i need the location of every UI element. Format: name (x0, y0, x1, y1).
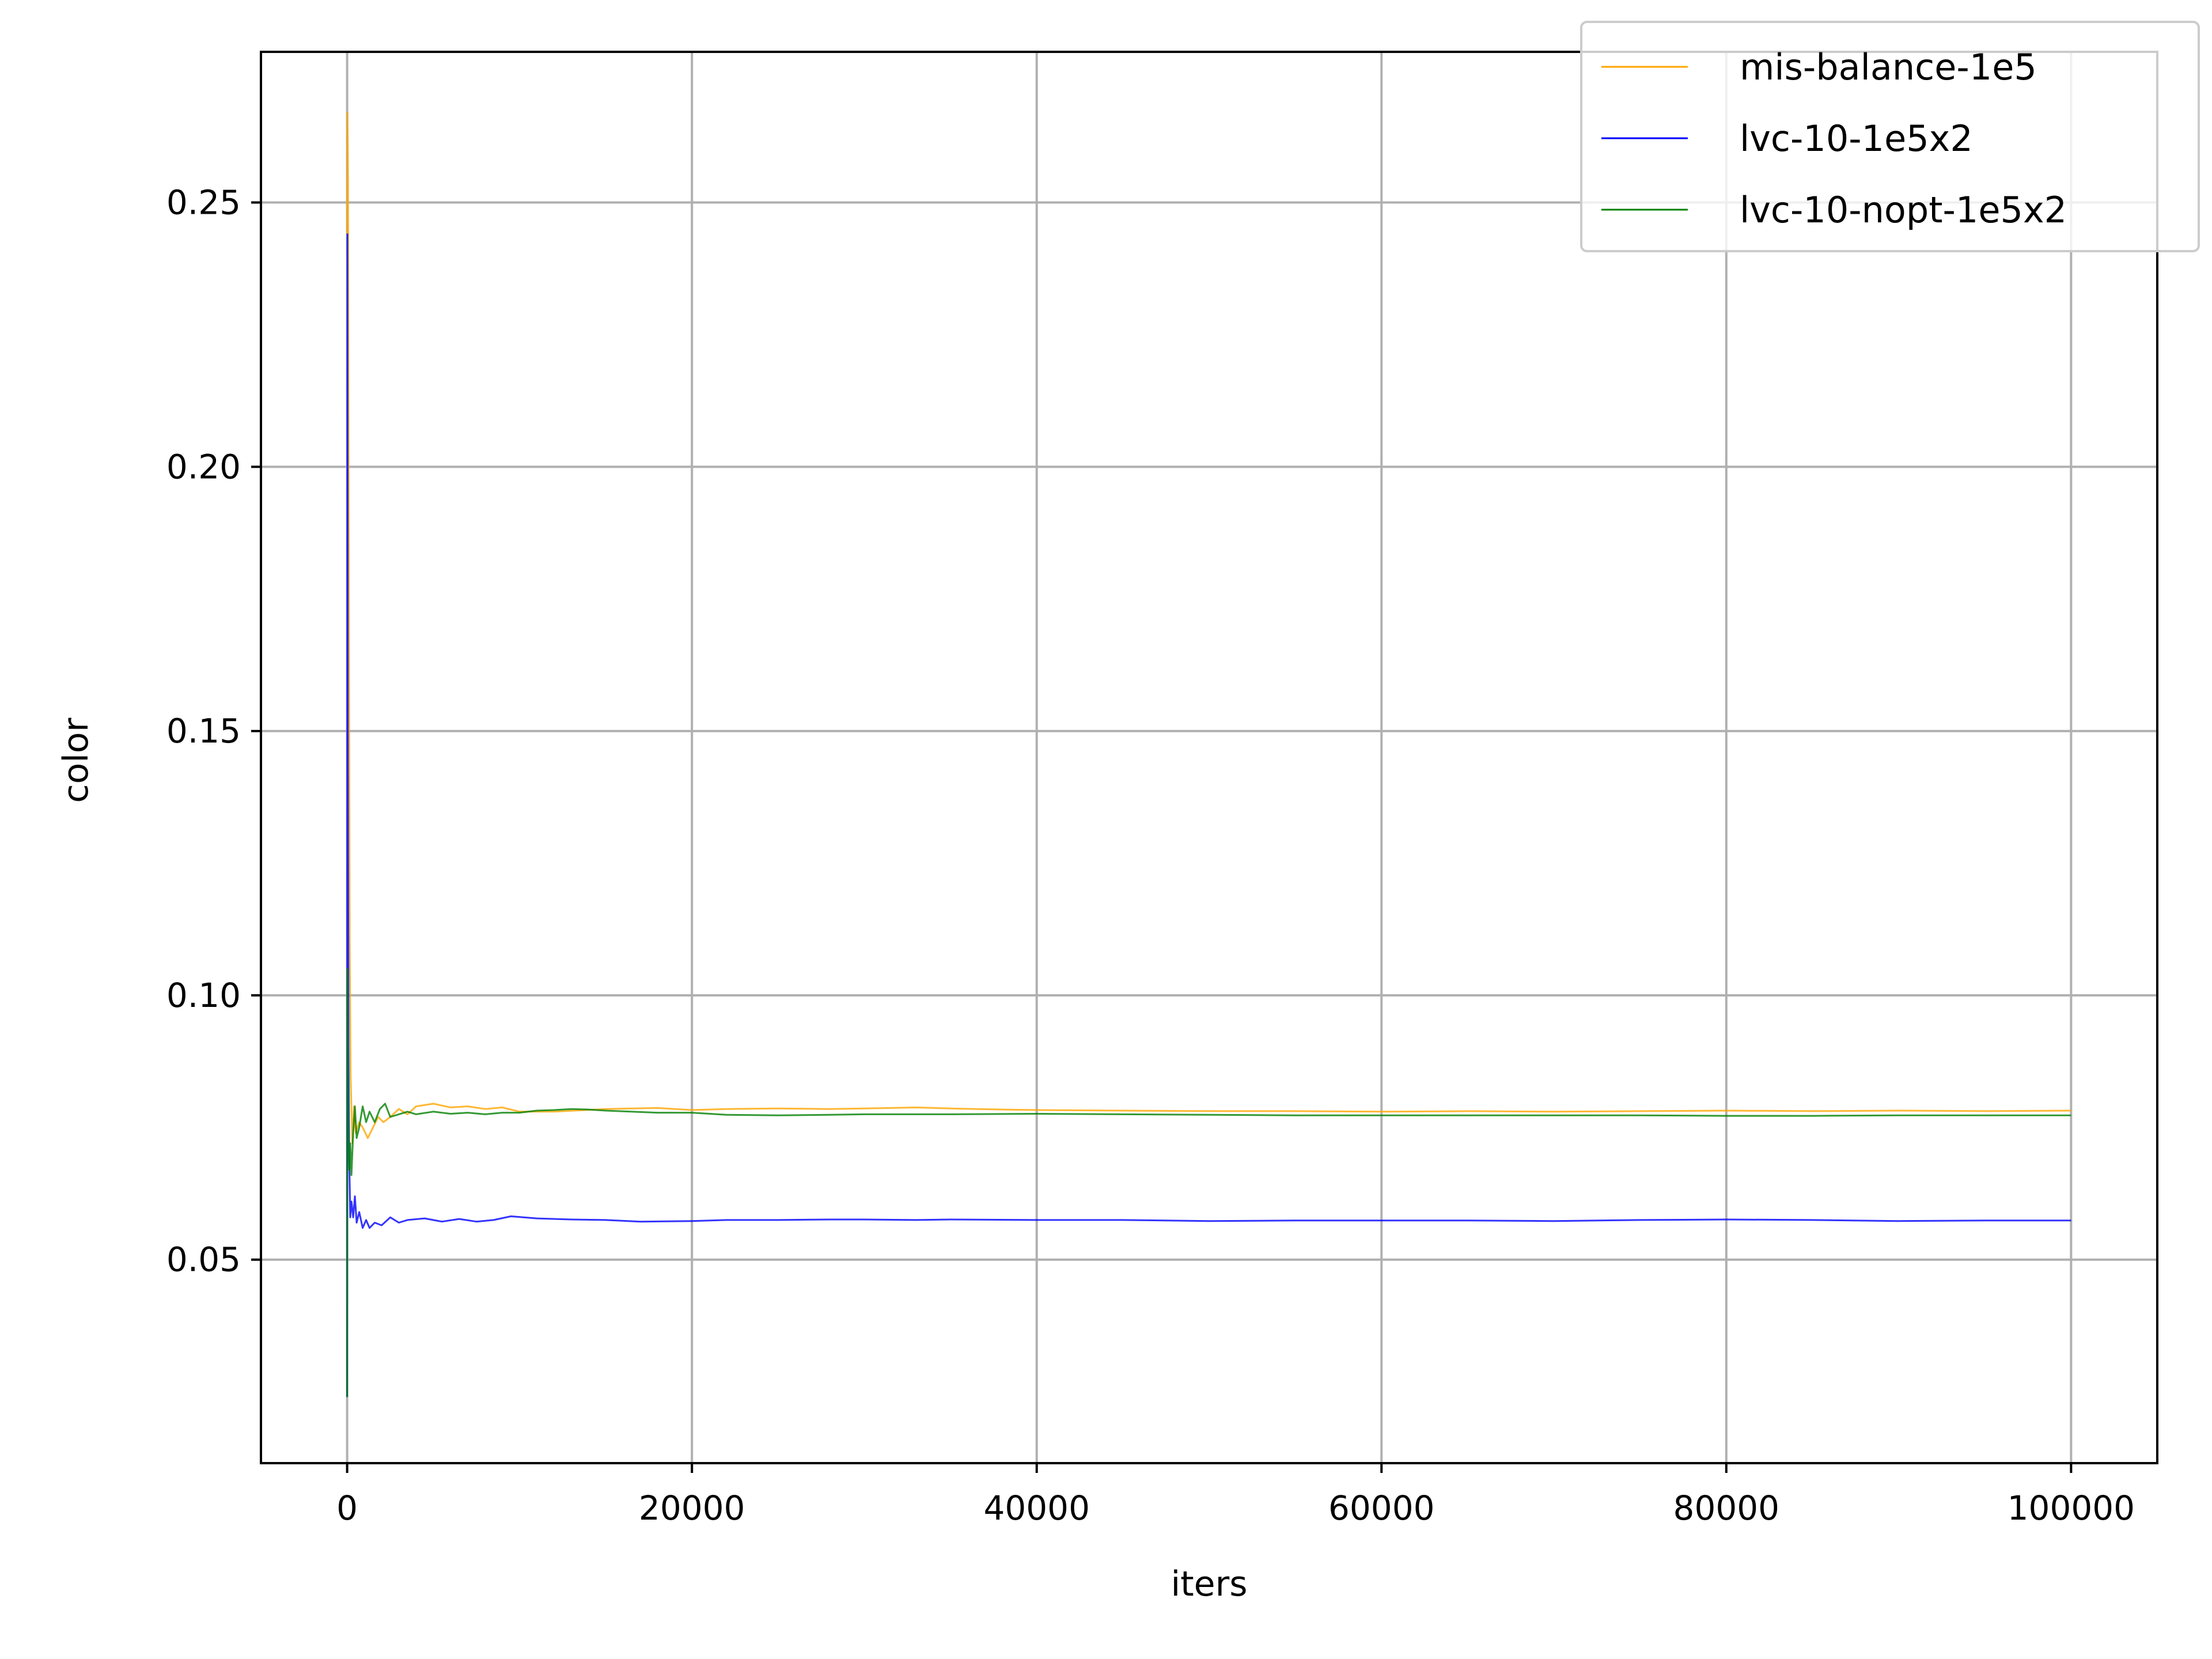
legend-label: lvc-10-nopt-1e5x2 (1740, 189, 2067, 231)
y-tick-label: 0.10 (166, 976, 241, 1015)
series-line-2 (346, 968, 2071, 1397)
x-axis-label: iters (1171, 1564, 1247, 1604)
x-tick-label: 20000 (639, 1488, 745, 1528)
legend: mis-balance-1e5 lvc-10-1e5x2 lvc-10-nopt-1… (1580, 21, 2200, 252)
y-tick-label: 0.15 (166, 711, 241, 751)
x-tick-label: 0 (336, 1488, 358, 1528)
y-tick-label: 0.20 (166, 447, 241, 486)
axis-ticks: 0 20000 40000 60000 80000 100000 0.05 0.10 0.15 0… (166, 183, 2135, 1528)
plot-frame (260, 51, 2158, 1464)
y-tick-label: 0.05 (166, 1240, 241, 1279)
x-tick-label: 60000 (1328, 1488, 1435, 1528)
legend-label: mis-balance-1e5 (1740, 46, 2037, 88)
x-tick-label: 80000 (1673, 1488, 1780, 1528)
x-tick-label: 40000 (983, 1488, 1090, 1528)
y-tick-label: 0.25 (166, 183, 241, 222)
legend-label: lvc-10-1e5x2 (1740, 118, 1973, 160)
x-tick-label: 100000 (2008, 1488, 2135, 1528)
legend-box (1580, 21, 2200, 252)
series-group (346, 112, 2071, 1397)
series-line-1 (346, 233, 2071, 1397)
y-axis-label: color (56, 718, 96, 803)
